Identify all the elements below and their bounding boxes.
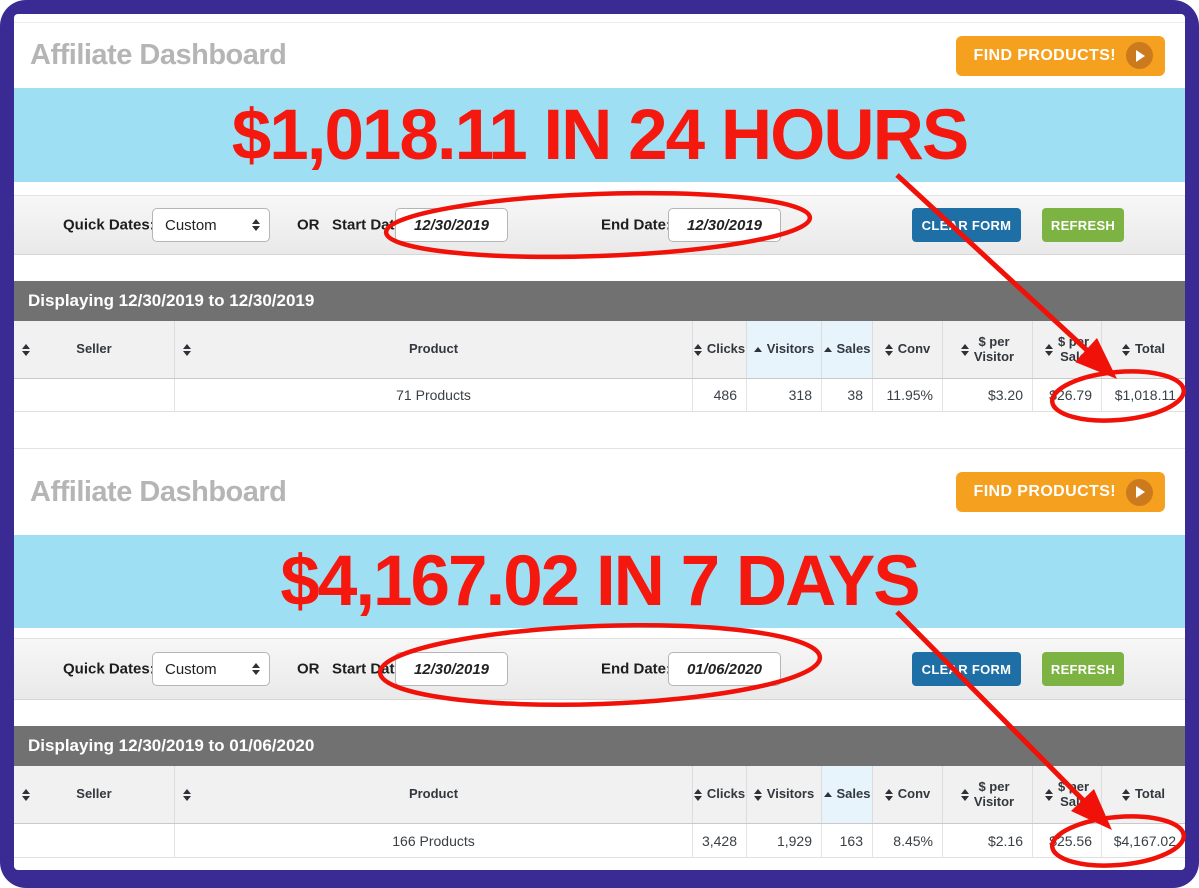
conv-cell: 11.95%	[873, 379, 943, 411]
quick-dates-label: Quick Dates:	[63, 660, 155, 678]
sort-both-icon[interactable]	[183, 343, 191, 356]
results-table-header: Seller Product Clicks Visitors Sales Con…	[14, 766, 1185, 824]
dashboard-content: Affiliate Dashboard FIND PRODUCTS! $1,01…	[14, 14, 1185, 870]
page-title: Affiliate Dashboard	[30, 475, 287, 508]
sort-both-icon[interactable]	[753, 788, 762, 801]
play-icon	[1126, 42, 1153, 69]
visitors-cell: 1,929	[747, 824, 822, 857]
earnings-banner: $1,018.11 IN 24 HOURS	[14, 88, 1185, 182]
total-cell: $4,167.02	[1113, 832, 1176, 849]
chevron-up-down-icon	[252, 219, 260, 231]
play-icon	[1126, 478, 1153, 506]
seller-cell	[14, 824, 175, 857]
col-header-per-visitor[interactable]: $ per Visitor	[943, 766, 1033, 823]
earnings-banner: $4,167.02 IN 7 DAYS	[14, 535, 1185, 628]
end-date-label: End Date:	[601, 216, 672, 234]
col-header-total[interactable]: Total	[1102, 766, 1185, 823]
col-header-seller[interactable]: Seller	[14, 321, 175, 378]
section2-header: Affiliate Dashboard FIND PRODUCTS!	[14, 448, 1185, 535]
date-filter-bar: Quick Dates: Custom OR Start Date: End D…	[14, 638, 1185, 700]
sort-both-icon[interactable]	[693, 788, 702, 801]
col-header-per-sale[interactable]: $ per Sale	[1033, 766, 1102, 823]
table-row: 71 Products 486 318 38 11.95% $3.20 $26.…	[14, 379, 1185, 412]
refresh-button[interactable]: REFRESH	[1042, 652, 1124, 686]
quick-dates-value: Custom	[165, 660, 217, 678]
or-label: OR	[297, 660, 320, 678]
sort-both-icon[interactable]	[960, 788, 969, 801]
sort-both-icon[interactable]	[1044, 343, 1053, 356]
page-title: Affiliate Dashboard	[30, 39, 287, 71]
find-products-label: FIND PRODUCTS!	[973, 46, 1116, 64]
conv-cell: 8.45%	[873, 824, 943, 857]
quick-dates-select[interactable]: Custom	[152, 208, 270, 242]
start-date-input[interactable]	[395, 208, 508, 242]
table-row: 166 Products 3,428 1,929 163 8.45% $2.16…	[14, 824, 1185, 858]
refresh-button[interactable]: REFRESH	[1042, 208, 1124, 242]
quick-dates-select[interactable]: Custom	[152, 652, 270, 686]
col-header-clicks[interactable]: Clicks	[693, 321, 747, 378]
end-date-input[interactable]	[668, 208, 781, 242]
end-date-input[interactable]	[668, 652, 781, 686]
per-sale-cell: $25.56	[1033, 824, 1102, 857]
sort-both-icon[interactable]	[960, 343, 969, 356]
sort-both-icon[interactable]	[884, 343, 893, 356]
col-header-clicks[interactable]: Clicks	[693, 766, 747, 823]
start-date-input[interactable]	[395, 652, 508, 686]
per-sale-cell: $26.79	[1033, 379, 1102, 411]
results-table-header: Seller Product Clicks Visitors Sales Con…	[14, 321, 1185, 379]
sort-both-icon[interactable]	[693, 343, 702, 356]
quick-dates-value: Custom	[165, 216, 217, 234]
col-header-per-sale[interactable]: $ per Sale	[1033, 321, 1102, 378]
chevron-up-down-icon	[252, 663, 260, 675]
sort-both-icon[interactable]	[22, 788, 30, 801]
sort-both-icon[interactable]	[22, 343, 30, 356]
total-cell: $1,018.11	[1114, 387, 1176, 403]
sort-both-icon[interactable]	[884, 788, 893, 801]
clicks-cell: 486	[693, 379, 747, 411]
sort-both-icon[interactable]	[1044, 788, 1053, 801]
sort-both-icon[interactable]	[1121, 343, 1130, 356]
sort-both-icon[interactable]	[1121, 788, 1130, 801]
sort-asc-icon[interactable]	[823, 792, 832, 797]
per-visitor-cell: $3.20	[943, 379, 1033, 411]
col-header-per-visitor[interactable]: $ per Visitor	[943, 321, 1033, 378]
col-header-visitors[interactable]: Visitors	[747, 321, 822, 378]
find-products-label: FIND PRODUCTS!	[973, 483, 1116, 500]
col-header-visitors[interactable]: Visitors	[747, 766, 822, 823]
per-visitor-cell: $2.16	[943, 824, 1033, 857]
col-header-total[interactable]: Total	[1102, 321, 1185, 378]
or-label: OR	[297, 216, 320, 234]
sort-asc-icon[interactable]	[753, 347, 762, 352]
col-header-sales[interactable]: Sales	[822, 766, 873, 823]
clear-form-button[interactable]: CLEAR FORM	[912, 652, 1021, 686]
seller-cell	[14, 379, 175, 411]
find-products-button[interactable]: FIND PRODUCTS!	[955, 35, 1165, 76]
earnings-banner-text: $1,018.11 IN 24 HOURS	[231, 95, 969, 175]
date-filter-bar: Quick Dates: Custom OR Start Date: End D…	[14, 195, 1185, 255]
visitors-cell: 318	[747, 379, 822, 411]
find-products-button[interactable]: FIND PRODUCTS!	[955, 472, 1165, 512]
displaying-range-bar: Displaying 12/30/2019 to 12/30/2019	[14, 281, 1185, 321]
sort-asc-icon[interactable]	[823, 347, 832, 352]
displaying-range-bar: Displaying 12/30/2019 to 01/06/2020	[14, 726, 1185, 766]
product-cell: 166 Products	[175, 824, 693, 857]
product-cell: 71 Products	[175, 379, 693, 411]
earnings-banner-text: $4,167.02 IN 7 DAYS	[280, 542, 920, 621]
quick-dates-label: Quick Dates:	[63, 216, 155, 234]
col-header-conv[interactable]: Conv	[873, 321, 943, 378]
sort-both-icon[interactable]	[183, 788, 191, 801]
sales-cell: 38	[822, 379, 873, 411]
col-header-product[interactable]: Product	[175, 321, 693, 378]
section1-header: Affiliate Dashboard FIND PRODUCTS!	[14, 22, 1185, 88]
col-header-conv[interactable]: Conv	[873, 766, 943, 823]
end-date-label: End Date:	[601, 660, 672, 678]
clear-form-button[interactable]: CLEAR FORM	[912, 208, 1021, 242]
clicks-cell: 3,428	[693, 824, 747, 857]
col-header-product[interactable]: Product	[175, 766, 693, 823]
sales-cell: 163	[822, 824, 873, 857]
col-header-sales[interactable]: Sales	[822, 321, 873, 378]
col-header-seller[interactable]: Seller	[14, 766, 175, 823]
